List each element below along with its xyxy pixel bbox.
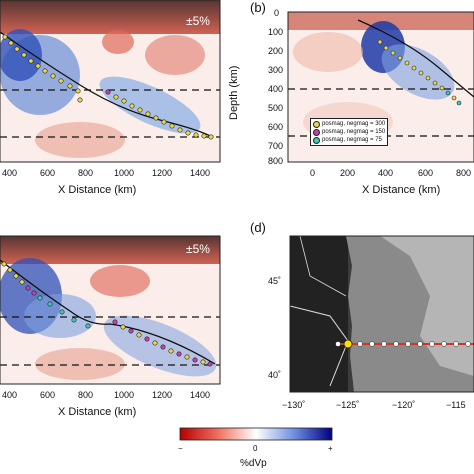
panel-c-plot — [0, 235, 221, 385]
panel-d-ytick: 45˚ — [268, 276, 282, 286]
panel-c-xtick: 1000 — [114, 390, 135, 400]
panel-a-xtick: 1400 — [190, 168, 211, 178]
panel-d-xtick: −125˚ — [336, 400, 360, 410]
panel-b-xtick: 800 — [456, 168, 472, 178]
panel-b-ytick: 500 — [268, 103, 284, 113]
panel-b-xtick: 200 — [340, 168, 356, 178]
panel-c-xtick: 1200 — [152, 390, 173, 400]
panel-d-xtick: −130˚ — [282, 400, 306, 410]
panel-d-xtick: −120˚ — [392, 400, 416, 410]
panel-d-ytick: 40˚ — [268, 370, 282, 380]
legend-marker — [313, 120, 320, 128]
panel-a-xtick: 1200 — [152, 168, 173, 178]
legend-marker — [313, 128, 320, 136]
panel-a-xlabel: X Distance (km) — [58, 184, 137, 196]
slab-points-a — [2, 34, 214, 140]
panel-c-xtick: 600 — [40, 390, 56, 400]
colorbar — [179, 427, 333, 441]
slab-points-c — [1, 261, 213, 367]
panel-d-label: (d) — [250, 220, 266, 235]
panel-a-plot — [0, 0, 221, 163]
panel-d-xtick: −115 — [446, 400, 466, 410]
panel-b-xtick: 0 — [310, 168, 316, 178]
panel-a-xtick: 600 — [40, 168, 56, 178]
legend-entry: posmag, negmag = 300 — [313, 120, 385, 128]
panel-a-xtick: 800 — [78, 168, 94, 178]
panel-b-xlabel: X Distance (km) — [362, 184, 441, 196]
panel-c-xtick: 400 — [2, 390, 18, 400]
panel-b-ytick: 400 — [268, 84, 284, 94]
panel-c-xtick: 1400 — [190, 390, 211, 400]
crust-band — [0, 0, 220, 34]
slab-points-b — [377, 39, 462, 106]
panel-c-xlabel: X Distance (km) — [58, 406, 137, 418]
panel-b-ytick: 800 — [268, 156, 284, 166]
panel-b-ytick: 600 — [268, 122, 284, 132]
panel-c-scale: ±5% — [186, 242, 210, 256]
panel-b-ytick: 0 — [274, 8, 280, 18]
colorbar-label: %dVp — [240, 458, 267, 469]
panel-a-scale: ±5% — [186, 14, 210, 28]
profile-stations — [335, 339, 471, 349]
panel-b-ylabel: Depth (km) — [228, 65, 240, 120]
panel-b-xtick: 400 — [378, 168, 394, 178]
panel-b-ytick: 100 — [268, 27, 284, 37]
colorbar-tick: 0 — [253, 444, 258, 453]
panel-d-map — [289, 235, 474, 393]
colorbar-tick: + — [328, 444, 333, 453]
panel-a-xtick: 1000 — [114, 168, 135, 178]
panel-b-ytick: 200 — [268, 46, 284, 56]
legend-text: posmag, negmag = 300 — [322, 121, 386, 127]
legend-text: posmag, negmag = 150 — [322, 129, 386, 135]
colorbar-tick: − — [178, 444, 183, 453]
panel-a-xtick: 400 — [2, 168, 18, 178]
legend-entry: posmag, negmag = 75 — [313, 136, 385, 144]
panel-b-xtick: 600 — [418, 168, 434, 178]
legend-entry: posmag, negmag = 150 — [313, 128, 385, 136]
panel-b-ytick: 300 — [268, 65, 284, 75]
panel-c-xtick: 800 — [78, 390, 94, 400]
legend-text: posmag, negmag = 75 — [322, 137, 382, 143]
legend-marker — [313, 136, 320, 144]
panel-b-legend: posmag, negmag = 300 posmag, negmag = 15… — [310, 118, 389, 146]
panel-b-ytick: 700 — [268, 141, 284, 151]
panel-b-label: (b) — [250, 0, 266, 15]
